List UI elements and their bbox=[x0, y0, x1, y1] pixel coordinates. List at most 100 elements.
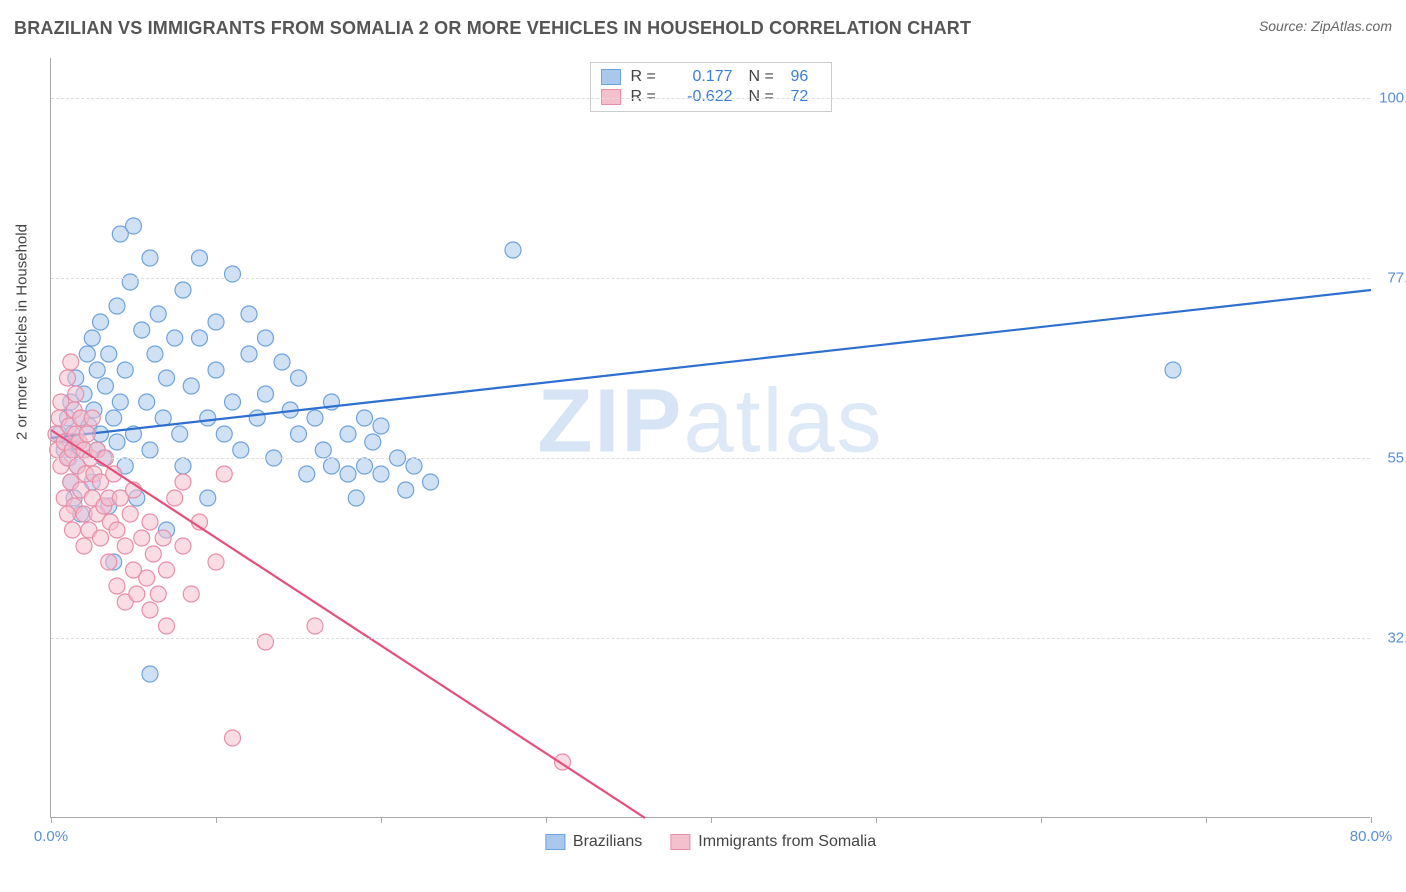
data-point bbox=[324, 458, 340, 474]
data-point bbox=[183, 378, 199, 394]
x-tick bbox=[381, 817, 382, 823]
stat-value-n: 72 bbox=[791, 88, 821, 106]
data-point bbox=[155, 410, 171, 426]
x-tick-label: 0.0% bbox=[34, 828, 68, 845]
data-point bbox=[60, 370, 76, 386]
data-point bbox=[373, 418, 389, 434]
x-tick bbox=[546, 817, 547, 823]
data-point bbox=[307, 410, 323, 426]
legend-swatch bbox=[545, 834, 565, 850]
scatter-svg bbox=[51, 58, 351, 208]
x-tick bbox=[1041, 817, 1042, 823]
data-point bbox=[142, 602, 158, 618]
data-point bbox=[79, 426, 95, 442]
y-axis-label: 2 or more Vehicles in Household bbox=[14, 224, 31, 440]
data-point bbox=[373, 466, 389, 482]
gridline-h bbox=[51, 638, 1370, 639]
data-point bbox=[200, 490, 216, 506]
data-point bbox=[63, 354, 79, 370]
legend-swatch bbox=[601, 89, 621, 105]
data-point bbox=[258, 386, 274, 402]
data-point bbox=[183, 586, 199, 602]
data-point bbox=[159, 370, 175, 386]
data-point bbox=[155, 530, 171, 546]
gridline-h bbox=[51, 278, 1370, 279]
data-point bbox=[93, 314, 109, 330]
data-point bbox=[109, 578, 125, 594]
y-tick-label: 100.0% bbox=[1375, 90, 1406, 107]
stat-value-n: 96 bbox=[791, 68, 821, 86]
data-point bbox=[423, 474, 439, 490]
data-point bbox=[225, 394, 241, 410]
data-point bbox=[233, 442, 249, 458]
plot-area: ZIPatlas R =0.177N =96R =-0.622N =72 Bra… bbox=[50, 58, 1370, 818]
data-point bbox=[216, 426, 232, 442]
stat-value-r: 0.177 bbox=[673, 68, 733, 86]
data-point bbox=[101, 346, 117, 362]
legend-label: Brazilians bbox=[573, 833, 642, 851]
data-point bbox=[89, 362, 105, 378]
data-point bbox=[97, 378, 113, 394]
legend-stat-row: R = 0.177 N = 96 bbox=[601, 67, 821, 87]
data-point bbox=[64, 522, 80, 538]
data-point bbox=[134, 530, 150, 546]
data-point bbox=[145, 546, 161, 562]
data-point bbox=[106, 410, 122, 426]
data-point bbox=[208, 554, 224, 570]
data-point bbox=[258, 634, 274, 650]
data-point bbox=[175, 538, 191, 554]
data-point bbox=[139, 570, 155, 586]
data-point bbox=[249, 410, 265, 426]
data-point bbox=[129, 586, 145, 602]
data-point bbox=[258, 330, 274, 346]
data-point bbox=[175, 474, 191, 490]
data-point bbox=[122, 506, 138, 522]
data-point bbox=[200, 410, 216, 426]
data-point bbox=[274, 354, 290, 370]
data-point bbox=[60, 506, 76, 522]
data-point bbox=[109, 434, 125, 450]
data-point bbox=[192, 250, 208, 266]
gridline-h bbox=[51, 458, 1370, 459]
source-attribution: Source: ZipAtlas.com bbox=[1259, 18, 1392, 34]
data-point bbox=[365, 434, 381, 450]
data-point bbox=[175, 458, 191, 474]
stat-label-r: R = bbox=[631, 68, 663, 86]
legend-stat-row: R = -0.622 N = 72 bbox=[601, 87, 821, 107]
legend-swatch bbox=[670, 834, 690, 850]
data-point bbox=[299, 466, 315, 482]
data-point bbox=[216, 466, 232, 482]
data-point bbox=[150, 586, 166, 602]
chart-header: BRAZILIAN VS IMMIGRANTS FROM SOMALIA 2 O… bbox=[14, 18, 1392, 39]
stat-label-r: R = bbox=[631, 88, 663, 106]
x-tick-label: 80.0% bbox=[1350, 828, 1393, 845]
data-point bbox=[225, 266, 241, 282]
data-point bbox=[357, 410, 373, 426]
data-point bbox=[340, 426, 356, 442]
data-point bbox=[109, 522, 125, 538]
data-point bbox=[150, 306, 166, 322]
stat-label-n: N = bbox=[749, 68, 781, 86]
data-point bbox=[84, 330, 100, 346]
data-point bbox=[406, 458, 422, 474]
data-point bbox=[167, 490, 183, 506]
data-point bbox=[167, 330, 183, 346]
data-point bbox=[101, 554, 117, 570]
data-point bbox=[291, 426, 307, 442]
x-tick bbox=[876, 817, 877, 823]
watermark-bold: ZIP bbox=[537, 372, 683, 472]
watermark-light: atlas bbox=[683, 372, 883, 472]
legend-label: Immigrants from Somalia bbox=[698, 833, 876, 851]
data-point bbox=[159, 562, 175, 578]
data-point bbox=[398, 482, 414, 498]
data-point bbox=[208, 362, 224, 378]
stat-value-r: -0.622 bbox=[673, 88, 733, 106]
trend-line bbox=[51, 430, 645, 818]
data-point bbox=[93, 530, 109, 546]
legend-item: Brazilians bbox=[545, 833, 642, 851]
data-point bbox=[1165, 362, 1181, 378]
data-point bbox=[79, 346, 95, 362]
gridline-h bbox=[51, 98, 1370, 99]
data-point bbox=[139, 394, 155, 410]
stat-label-n: N = bbox=[749, 88, 781, 106]
